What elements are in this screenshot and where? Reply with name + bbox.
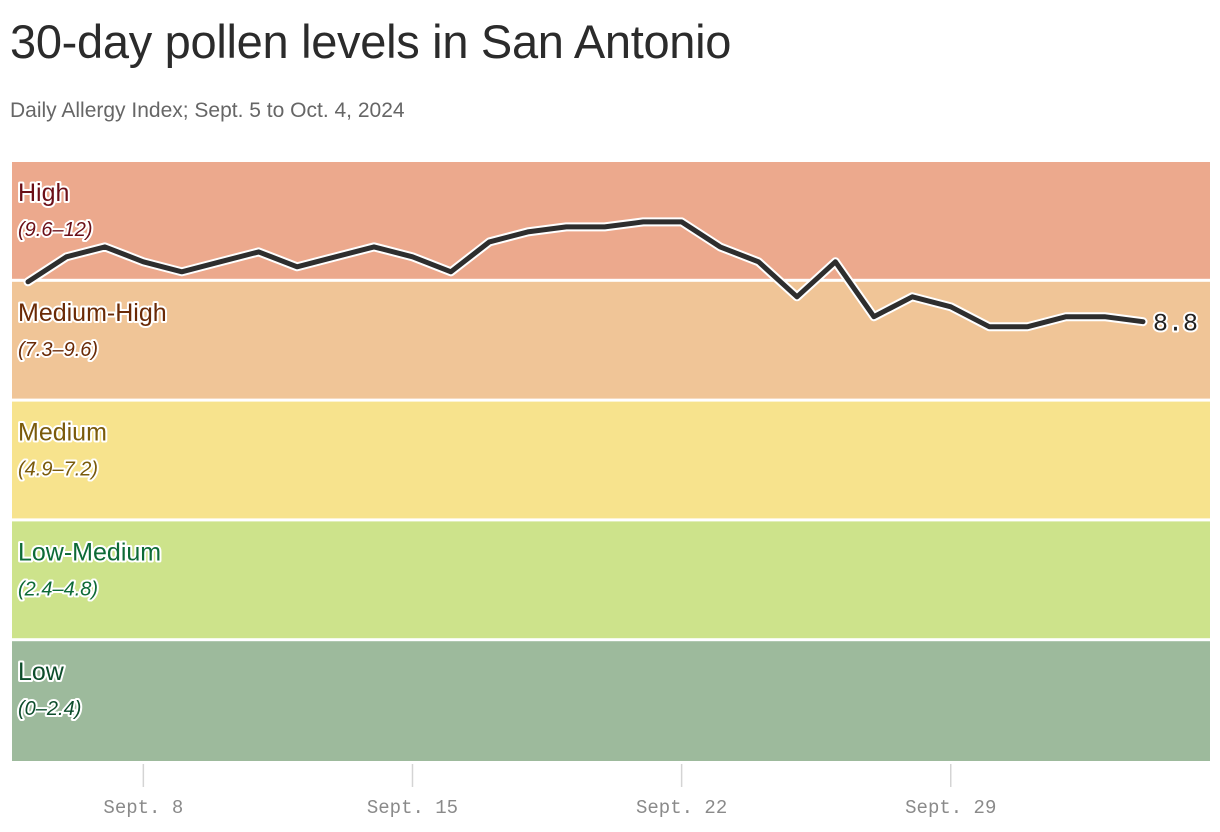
data-point [410,254,415,259]
chart-title: 30-day pollen levels in San Antonio [10,15,732,68]
x-tick-label: Sept. 22 [636,797,727,819]
data-point [179,269,184,274]
data-point [795,294,799,299]
data-point [564,224,569,229]
data-point [26,279,30,284]
data-point [1064,314,1069,319]
data-point [525,229,530,234]
data-point [256,249,261,254]
band-range-medium: (4.9–7.2) [18,459,98,481]
band-low-medium [12,521,1210,639]
pollen-series [23,217,1148,332]
data-point [833,259,838,264]
last-value-label: 8.8 [1153,310,1198,339]
band-medium-high [12,281,1210,399]
data-point [218,259,223,264]
chart-subtitle: Daily Allergy Index; Sept. 5 to Oct. 4, … [10,99,405,122]
data-point [756,259,761,264]
band-low [12,641,1210,761]
band-high [12,162,1210,279]
data-point [64,254,69,259]
data-point [910,294,915,299]
band-range-low: (0–2.4) [18,698,81,720]
band-label-medium-high: Medium-High [18,299,167,327]
data-point [641,219,646,224]
x-axis: Sept. 8 Sept. 15 Sept. 22 Sept. 29 [103,764,996,819]
band-medium [12,401,1210,519]
band-label-low-medium: Low-Medium [18,538,161,566]
data-point [948,304,953,309]
data-point [987,324,992,329]
data-point [679,219,684,224]
band-label-low: Low [18,658,65,686]
x-tick-label: Sept. 29 [905,797,996,819]
x-tick-label: Sept. 15 [367,797,458,819]
data-point [333,254,338,259]
data-point [372,244,376,249]
category-bands [12,162,1210,761]
band-labels: High (9.6–12) Medium-High (7.3–9.6) Medium (4… [16,177,1200,722]
data-point [1025,324,1030,329]
x-tick-label: Sept. 8 [103,797,183,819]
band-range-medium-high: (7.3–9.6) [18,339,98,361]
data-point [871,314,876,319]
data-point [448,269,453,274]
data-point [1102,314,1107,319]
data-point [602,224,607,229]
band-range-low-medium: (2.4–4.8) [18,578,98,600]
band-label-medium: Medium [18,419,107,447]
series-line [25,219,1146,330]
data-point [295,264,300,269]
data-point [487,239,492,244]
data-point [718,244,723,249]
data-point [102,244,107,249]
data-point [141,259,146,264]
band-range-high: (9.6–12) [18,219,93,241]
data-point [1141,319,1145,324]
band-label-high: High [18,179,69,207]
